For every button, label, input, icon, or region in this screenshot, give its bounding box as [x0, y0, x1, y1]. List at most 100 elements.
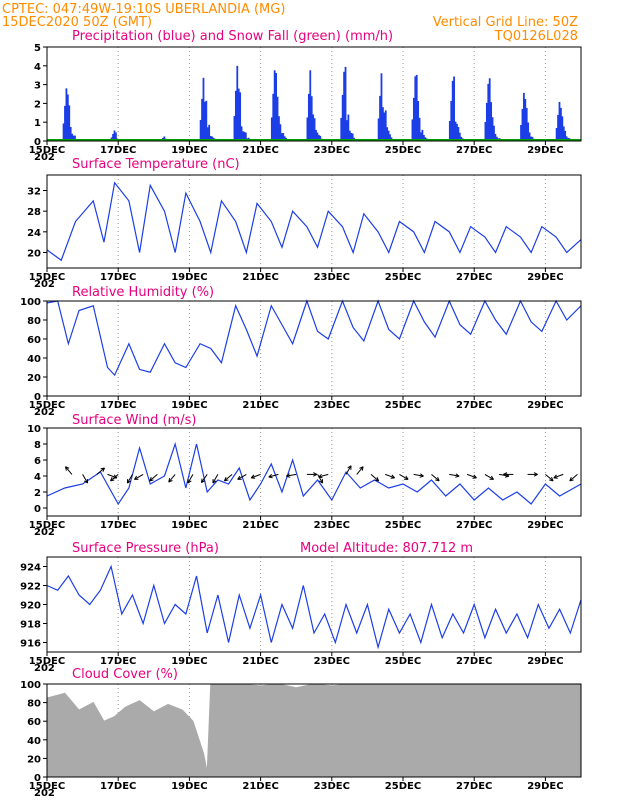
precip-bar: [237, 88, 240, 141]
y-tick-label: 0: [34, 773, 41, 784]
x-tick-label: 17DEC: [100, 272, 136, 283]
wind-arrow: [413, 473, 424, 477]
precip-bar: [71, 133, 74, 141]
x-tick-label: 27DEC: [456, 781, 492, 792]
y-tick-label: 10: [27, 424, 41, 435]
precip-bar: [389, 134, 391, 141]
wind-arrow: [212, 474, 219, 484]
y-tick-label: 924: [20, 563, 41, 574]
y-tick-label: 8: [34, 440, 41, 451]
precip-bar: [558, 101, 561, 141]
precip-bar: [451, 80, 454, 141]
wind-arrow: [317, 474, 323, 484]
precip-bar: [208, 124, 211, 141]
y-tick-label: 24: [27, 228, 41, 239]
precip-bar: [113, 130, 116, 141]
wind-arrow-head: [569, 476, 572, 482]
x-year-fragment: 202: [34, 527, 55, 538]
precip-bar: [490, 102, 493, 141]
wind-arrow-head: [212, 480, 217, 484]
x-year-fragment: 202: [34, 788, 55, 799]
precip-bar: [417, 101, 420, 141]
model-altitude: Model Altitude: 807.712 m: [300, 541, 473, 556]
wind-arrow: [168, 474, 176, 483]
y-tick-label: 4: [34, 62, 41, 73]
x-tick-label: 19DEC: [171, 400, 207, 411]
panel-title: Surface Pressure (hPa): [72, 541, 219, 556]
precip-bar: [559, 107, 562, 141]
y-tick-label: 0: [34, 392, 41, 403]
precip-bar: [344, 66, 347, 141]
x-tick-label: 21DEC: [242, 400, 278, 411]
wind-arrow: [553, 473, 564, 479]
y-tick-label: 32: [27, 187, 41, 198]
precip-bar: [415, 74, 418, 141]
x-tick-label: 23DEC: [314, 656, 350, 667]
x-tick-label: 25DEC: [385, 400, 421, 411]
series-line: [46, 564, 582, 650]
wind-arrow: [237, 473, 247, 480]
precip-bar: [199, 119, 202, 141]
x-tick-label: 21DEC: [242, 781, 278, 792]
panel-title: Relative Humidity (%): [72, 285, 214, 300]
wind-arrow-head: [553, 474, 557, 479]
precip-bar: [316, 132, 319, 141]
wind-arrow: [484, 473, 494, 480]
precip-bar: [418, 117, 421, 141]
wind-arrow: [318, 473, 329, 478]
wind-arrow-head: [134, 475, 138, 480]
precip-bar: [380, 73, 383, 141]
precip-bar: [240, 126, 243, 141]
y-tick-label: 80: [27, 699, 41, 710]
precip-bar: [525, 107, 528, 141]
y-tick-label: 0: [34, 504, 41, 515]
precip-bar: [62, 123, 65, 141]
y-tick-label: 40: [27, 736, 41, 747]
wind-arrow: [134, 473, 144, 480]
x-year-fragment: 202: [34, 663, 55, 674]
precip-bar: [275, 73, 277, 141]
wind-arrow: [399, 473, 409, 480]
wind-arrow-head: [250, 474, 255, 479]
precip-bar: [282, 133, 285, 141]
x-tick-label: 23DEC: [314, 781, 350, 792]
wind-arrow-head: [268, 476, 273, 479]
precip-bar: [114, 132, 117, 141]
x-tick-label: 29DEC: [527, 520, 563, 531]
precip-bar: [531, 136, 534, 141]
wind-arrow-head: [473, 474, 477, 479]
wind-arrow-head: [149, 476, 152, 482]
panel-2: 20 24 28 32 15DEC 17DEC 19DEC 21DEC 23DEC 25DEC 27…: [27, 157, 582, 290]
precip-bar: [276, 96, 279, 141]
panel-4: 0 2 4 6 8 10 15DEC 17DEC 19DEC 21DEC 23DEC 25DEC 27D…: [27, 413, 582, 538]
precip-bar: [273, 70, 276, 141]
wind-arrow-head: [361, 466, 364, 471]
precip-bar: [205, 100, 208, 141]
wind-arrow-head: [504, 475, 510, 478]
y-tick-label: 60: [27, 717, 41, 728]
precip-bar: [243, 131, 246, 141]
x-tick-label: 27DEC: [456, 400, 492, 411]
header-location: CPTEC: 047:49W-19:10S UBERLANDIA (MG): [2, 2, 285, 17]
wind-arrow-head: [286, 475, 291, 478]
series-line: [46, 181, 582, 262]
wind-arrow-head: [533, 473, 538, 477]
precip-bar: [112, 133, 114, 141]
wind-arrow-head: [223, 476, 227, 482]
x-tick-label: 25DEC: [385, 272, 421, 283]
precip-bar: [280, 133, 283, 141]
wind-arrow-head: [318, 473, 322, 478]
x-tick-label: 17DEC: [100, 656, 136, 667]
y-tick-label: 4: [34, 472, 41, 483]
precip-bar: [346, 120, 348, 141]
precip-bar: [377, 118, 380, 141]
y-tick-label: 918: [20, 620, 41, 631]
precip-bar: [456, 123, 458, 141]
panel-title: Surface Temperature (nC): [72, 157, 240, 172]
x-tick-label: 23DEC: [314, 272, 350, 283]
y-tick-label: 100: [20, 297, 41, 308]
wind-arrow-head: [187, 480, 192, 484]
wind-arrow-head: [313, 473, 318, 477]
wind-arrow-head: [391, 474, 395, 479]
wind-arrow: [569, 474, 578, 482]
